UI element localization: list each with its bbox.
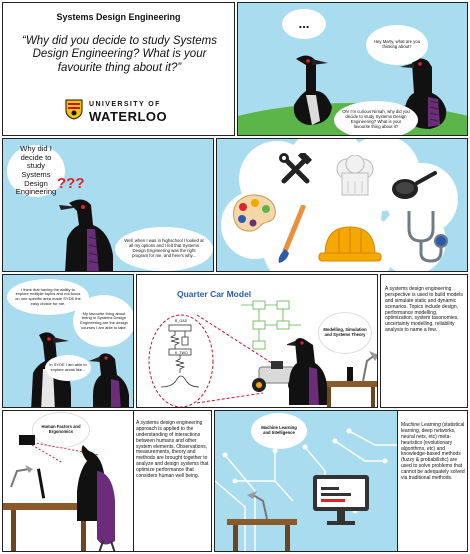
office-scene — [3, 411, 133, 551]
university-line1: UNIVERSITY OF — [89, 101, 161, 108]
stethoscope-icon — [401, 209, 453, 270]
question-bubble: Why did I decide to study Systems Design… — [7, 144, 65, 197]
thought-bubble: ... — [282, 9, 326, 39]
panel-machine-learning: Machine Learning and Intelligence — [214, 410, 398, 552]
box-label-bgas: B_GAS — [175, 319, 187, 323]
speech-bubble-machine-learning: Machine Learning and Intelligence — [251, 413, 307, 449]
computer-icon — [311, 473, 371, 534]
thought-dots: ... — [298, 15, 310, 31]
question-marks: ??? — [57, 175, 85, 192]
question-text: “Why did you decide to study Systems Des… — [22, 35, 217, 74]
university-crest-icon — [65, 99, 83, 125]
palette-icon — [229, 193, 277, 238]
loon-modelling — [285, 335, 331, 407]
answer-bubble: Well, when I was in highschool I looked … — [115, 227, 213, 271]
chef-hat-icon — [335, 154, 375, 202]
panel-machine-learning-description: Machine Learning (statistical learning, … — [398, 410, 468, 552]
speech-bubble-hey-marty: Hey Marty, what are you thinking about? — [366, 25, 428, 65]
panel-human-factors-description: A systems design engineering approach is… — [134, 410, 212, 552]
loon-left — [286, 51, 350, 135]
tools-icon — [279, 150, 313, 192]
speech-bubble-modelling: Modelling, Simulation and Systems Theory — [319, 313, 371, 353]
speech-bubble-design-courses: My favourite thing about being in System… — [73, 295, 133, 347]
desk-lamp-icon — [227, 489, 297, 551]
header-panel: Systems Design Engineering “Why did you … — [2, 2, 235, 136]
chart-title: Quarter Car Model — [177, 289, 252, 299]
speech-bubble-explore-areas: In SYDE I am able to explore areas like.… — [45, 355, 91, 381]
panel-career-icons — [216, 138, 468, 272]
machine-learning-description: Machine Learning (statistical learning, … — [401, 422, 465, 482]
panel-why-decide: Why did I decide to study Systems Design… — [2, 138, 214, 272]
loon-right — [398, 55, 458, 135]
panel-modelling: Quarter Car Model — [136, 274, 378, 408]
loon-thinking — [51, 195, 121, 271]
page-title: Systems Design Engineering — [56, 12, 181, 22]
panel-human-factors: Human Factors and Ergonomics — [2, 410, 134, 552]
panel-modelling-description: A systems design engineering perspective… — [380, 274, 468, 408]
frying-pan-icon — [391, 169, 437, 208]
modelling-description: A systems design engineering perspective… — [385, 286, 463, 334]
panel-favourite-thing: I think that having the ability to explo… — [2, 274, 134, 408]
speech-bubble-human-factors: Human Factors and Ergonomics — [33, 413, 89, 447]
university-line2: WATERLOO — [89, 109, 168, 124]
hard-hat-icon — [315, 221, 385, 271]
human-factors-description: A systems design engineering approach is… — [136, 420, 209, 480]
box-label-ktwo: K_TWO — [175, 351, 188, 355]
panel-loons-conversation: ... Hey Marty, what are you thinking abo… — [237, 2, 468, 136]
speech-bubble-curious: Oh! I’m curious Nimah, why did you decid… — [334, 101, 418, 135]
paintbrush-icon — [275, 204, 309, 270]
loon-listener — [89, 351, 133, 407]
